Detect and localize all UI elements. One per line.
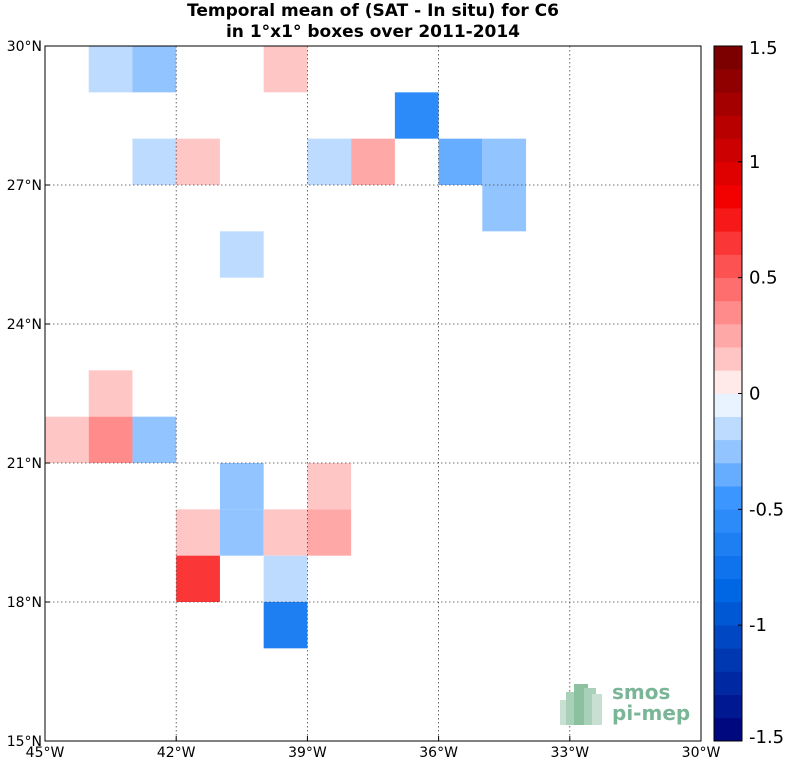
x-tick-label: 42°W <box>157 745 196 760</box>
colorbar-level <box>714 671 742 695</box>
colorbar-level <box>714 625 742 649</box>
colorbar-level <box>714 393 742 417</box>
colorbar-level <box>714 324 742 348</box>
colorbar-level <box>714 694 742 719</box>
heatmap-cell <box>307 138 352 185</box>
colorbar-level <box>714 185 742 209</box>
colorbar-level <box>714 370 742 394</box>
x-tick-label: 33°W <box>550 745 589 760</box>
heatmap-cell <box>88 46 133 93</box>
colorbar-tick-label: 0.5 <box>749 268 778 289</box>
colorbar-ticks: 1.5 1 0.5 0 -0.5 -1 -1.5 <box>738 38 784 748</box>
colorbar-level <box>714 161 742 186</box>
plot-frame <box>44 45 702 742</box>
colorbar-level <box>714 439 742 464</box>
colorbar-level <box>714 416 742 441</box>
logo-text-pi-mep: pi-mep <box>612 701 690 725</box>
heatmap-cell <box>307 509 352 556</box>
y-axis-ticks: 15°N 18°N 21°N 24°N 27°N 30°N <box>7 39 50 750</box>
colorbar-level <box>714 277 742 302</box>
logo-text-smos: smos <box>612 680 670 704</box>
colorbar-level <box>714 555 742 580</box>
colorbar-level <box>714 300 742 325</box>
x-tick-label: 30°W <box>682 745 721 760</box>
heatmap-cell <box>351 138 395 185</box>
colorbar-tick-label: -0.5 <box>749 499 784 520</box>
x-axis-ticks: 45°W 42°W 39°W 36°W 33°W 30°W <box>26 736 721 760</box>
colorbar-level <box>714 115 742 139</box>
heatmap-cell <box>88 370 133 417</box>
heatmap-cells <box>45 46 527 649</box>
heatmap-cell <box>219 463 264 510</box>
colorbar-level <box>714 602 742 626</box>
x-tick-label: 39°W <box>288 745 327 760</box>
colorbar-level <box>714 347 742 371</box>
colorbar-level <box>714 138 742 163</box>
heatmap-cell <box>45 416 89 463</box>
y-tick-label: 15°N <box>7 734 42 750</box>
heatmap-cell <box>176 138 220 185</box>
colorbar-level <box>714 486 742 510</box>
colorbar-tick-label: 1 <box>749 152 760 173</box>
y-tick-label: 21°N <box>7 456 42 472</box>
heatmap-cell <box>482 138 527 185</box>
colorbar-tick-label: 0 <box>749 384 760 405</box>
chart-title-line-1: Temporal mean of (SAT - In situ) for C6 <box>187 1 559 21</box>
colorbar-level <box>714 231 742 255</box>
colorbar-level <box>714 208 742 232</box>
colorbar-levels <box>714 46 742 742</box>
colorbar-level <box>714 578 742 603</box>
colorbar-tick-label: 1.5 <box>749 38 778 59</box>
heatmap-cell <box>219 509 264 556</box>
logo-emblem-icon <box>560 684 602 725</box>
x-tick-label: 36°W <box>419 745 458 760</box>
heatmap-cell <box>263 46 308 93</box>
grid-lines <box>45 46 701 741</box>
x-tick-label: 45°W <box>26 745 65 760</box>
colorbar-tick-label: -1 <box>749 615 767 636</box>
heatmap-cell <box>176 509 220 556</box>
colorbar-level <box>714 69 742 93</box>
heatmap-cell <box>482 185 527 232</box>
heatmap-cell <box>263 555 308 602</box>
colorbar-level <box>714 532 742 556</box>
colorbar-level <box>714 509 742 533</box>
heatmap-cell <box>438 138 483 185</box>
heatmap-cell <box>263 602 308 649</box>
plot-area: 45°W 42°W 39°W 36°W 33°W 30°W 15°N 18°N 21°N 24°… <box>7 39 721 760</box>
heatmap-cell <box>176 555 220 602</box>
colorbar-level <box>714 717 742 742</box>
heatmap-cell <box>88 416 133 463</box>
colorbar-tick-label: -1.5 <box>749 727 784 748</box>
y-tick-label: 18°N <box>7 595 42 611</box>
heatmap-cell <box>132 138 177 185</box>
chart-title-line-2: in 1°x1° boxes over 2011-2014 <box>226 22 520 42</box>
colorbar-level <box>714 648 742 672</box>
heatmap-cell <box>394 92 439 139</box>
y-tick-label: 27°N <box>7 178 42 194</box>
y-tick-label: 30°N <box>7 39 42 55</box>
heatmap-cell <box>132 46 177 93</box>
smos-pi-mep-logo: smos pi-mep <box>560 680 690 725</box>
colorbar: 1.5 1 0.5 0 -0.5 -1 -1.5 <box>713 38 784 748</box>
heatmap-cell <box>132 416 177 463</box>
heatmap-cell <box>263 509 308 556</box>
colorbar-level <box>714 92 742 116</box>
colorbar-level <box>714 46 742 70</box>
heatmap-cell <box>219 231 264 278</box>
heatmap-cell <box>307 463 352 510</box>
colorbar-level <box>714 254 742 278</box>
y-tick-label: 24°N <box>7 317 42 333</box>
colorbar-level <box>714 463 742 487</box>
